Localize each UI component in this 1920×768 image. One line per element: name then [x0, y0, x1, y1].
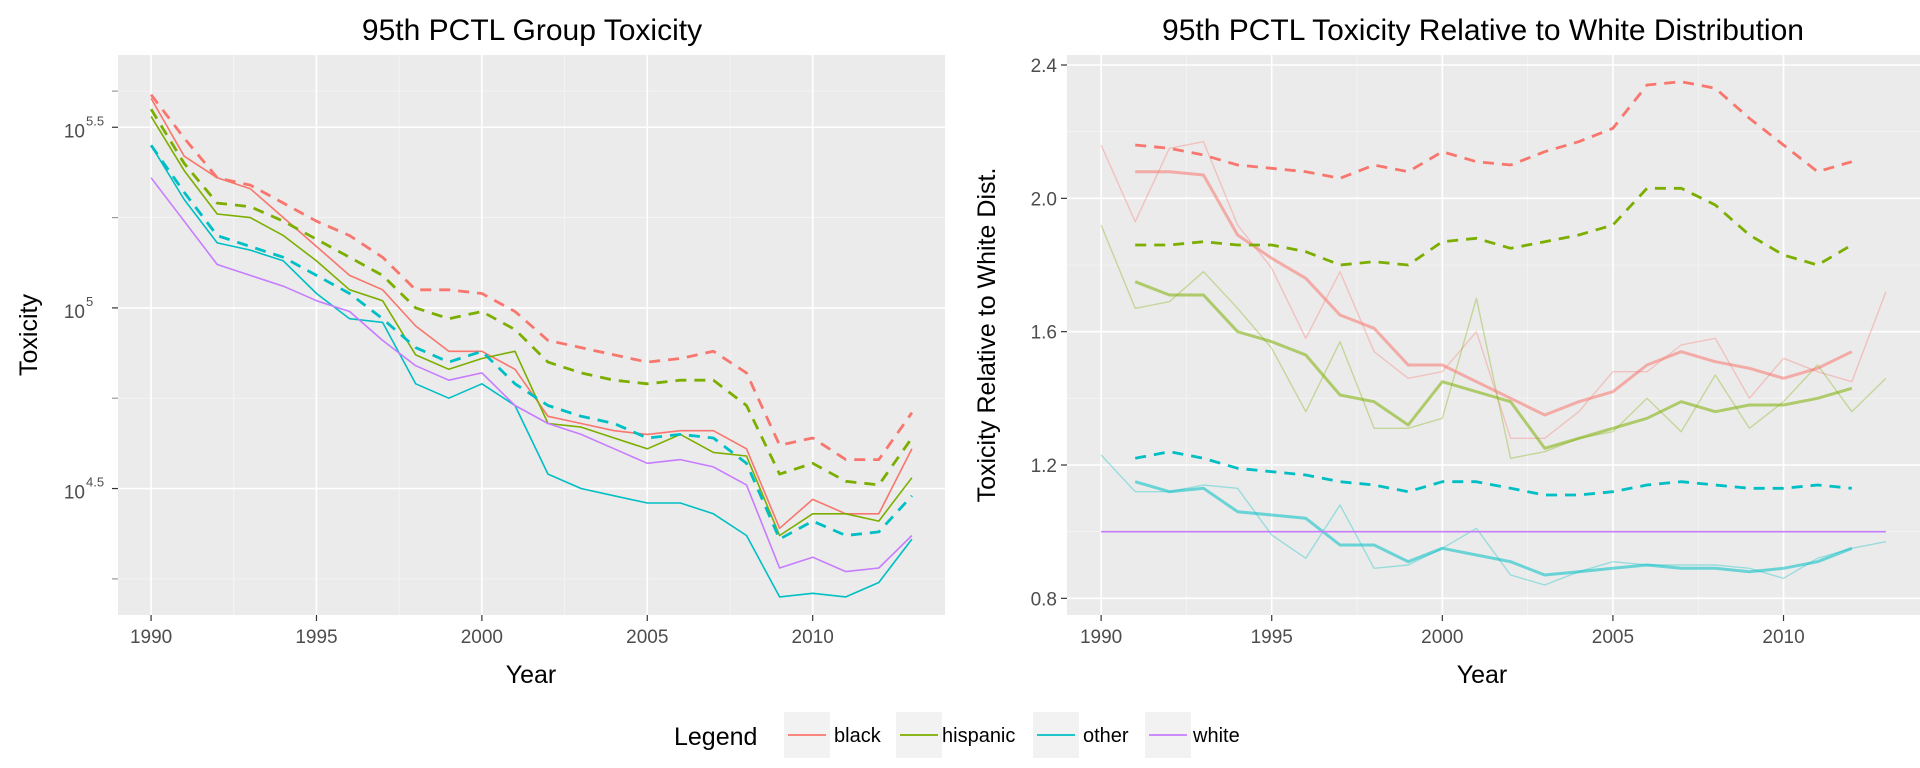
right-axes: 1990 1995 2000 2005 2010 0.8 1.2 1.6 2.0 2.4: [1031, 56, 1805, 648]
left-y-tick-label: 10: [64, 121, 85, 142]
right-series-lines: [1100, 80, 1887, 586]
left-plot-panel: [118, 55, 945, 615]
left-chart-title: 95th PCTL Group Toxicity: [362, 14, 702, 47]
legend-label-hispanic: hispanic: [942, 725, 1015, 747]
left-series-lines: [149, 93, 914, 598]
left-series-other-dashed: [149, 144, 913, 541]
left-x-axis-title: Year: [506, 661, 557, 689]
right-series-black-dashed: [1135, 80, 1853, 180]
right-series-other-dashed: [1134, 450, 1852, 497]
left-chart: 95th PCTL Group Toxicity 1990 1995 2000 200…: [15, 14, 945, 689]
right-x-axis-title: Year: [1457, 661, 1508, 689]
right-y-tick-label: 2.4: [1031, 56, 1058, 77]
left-series-hispanic-dashed: [149, 108, 914, 487]
right-chart: 95th PCTL Toxicity Relative to White Dis…: [973, 14, 1920, 689]
right-series-other-smooth: [1134, 480, 1853, 577]
right-plot-panel: [1067, 55, 1920, 615]
legend-title: Legend: [674, 723, 757, 751]
left-y-tick-label: 10: [64, 483, 85, 504]
left-x-tick-label: 1995: [295, 627, 337, 648]
right-series-hispanic-raw: [1100, 224, 1887, 459]
legend-label-black: black: [834, 725, 882, 747]
right-y-axis-title: Toxicity Relative to White Dist.: [973, 168, 1001, 503]
right-x-tick-label: 1990: [1080, 627, 1122, 648]
right-x-tick-label: 2005: [1592, 627, 1634, 648]
legend: Legend black hispanic other white: [674, 712, 1240, 758]
right-series-hispanic-dashed: [1135, 186, 1853, 267]
right-series-black-smooth: [1135, 170, 1853, 417]
left-series-white-solid: [150, 177, 913, 573]
left-x-tick-label: 2000: [461, 627, 503, 648]
right-x-tick-label: 1995: [1251, 627, 1293, 648]
right-chart-title: 95th PCTL Toxicity Relative to White Dis…: [1162, 14, 1804, 47]
right-x-tick-label: 2000: [1421, 627, 1463, 648]
left-x-tick-label: 1990: [130, 627, 172, 648]
left-y-tick-exponent: 5: [86, 294, 93, 309]
legend-label-other: other: [1083, 725, 1129, 747]
left-y-tick-exponent: 4.5: [86, 475, 104, 490]
right-gridlines: [1067, 55, 1920, 615]
left-series-black-solid: [150, 98, 913, 530]
right-y-tick-label: 2.0: [1031, 189, 1057, 210]
right-y-tick-label: 0.8: [1031, 589, 1057, 610]
left-series-black-dashed: [149, 93, 914, 461]
left-series-hispanic-solid: [150, 115, 913, 537]
right-series-black-raw: [1100, 141, 1887, 439]
right-y-tick-label: 1.6: [1031, 323, 1057, 344]
right-x-tick-label: 2010: [1762, 627, 1804, 648]
left-y-tick-label: 10: [64, 302, 85, 323]
left-series-other-solid: [150, 144, 913, 598]
left-x-tick-label: 2005: [626, 627, 668, 648]
legend-label-white: white: [1192, 725, 1240, 747]
left-x-tick-label: 2010: [792, 627, 834, 648]
right-y-tick-label: 1.2: [1031, 456, 1057, 477]
left-y-axis-title: Toxicity: [15, 294, 43, 376]
left-gridlines: [118, 55, 945, 615]
right-series-hispanic-smooth: [1134, 280, 1853, 450]
left-y-tick-exponent: 5.5: [86, 113, 104, 128]
